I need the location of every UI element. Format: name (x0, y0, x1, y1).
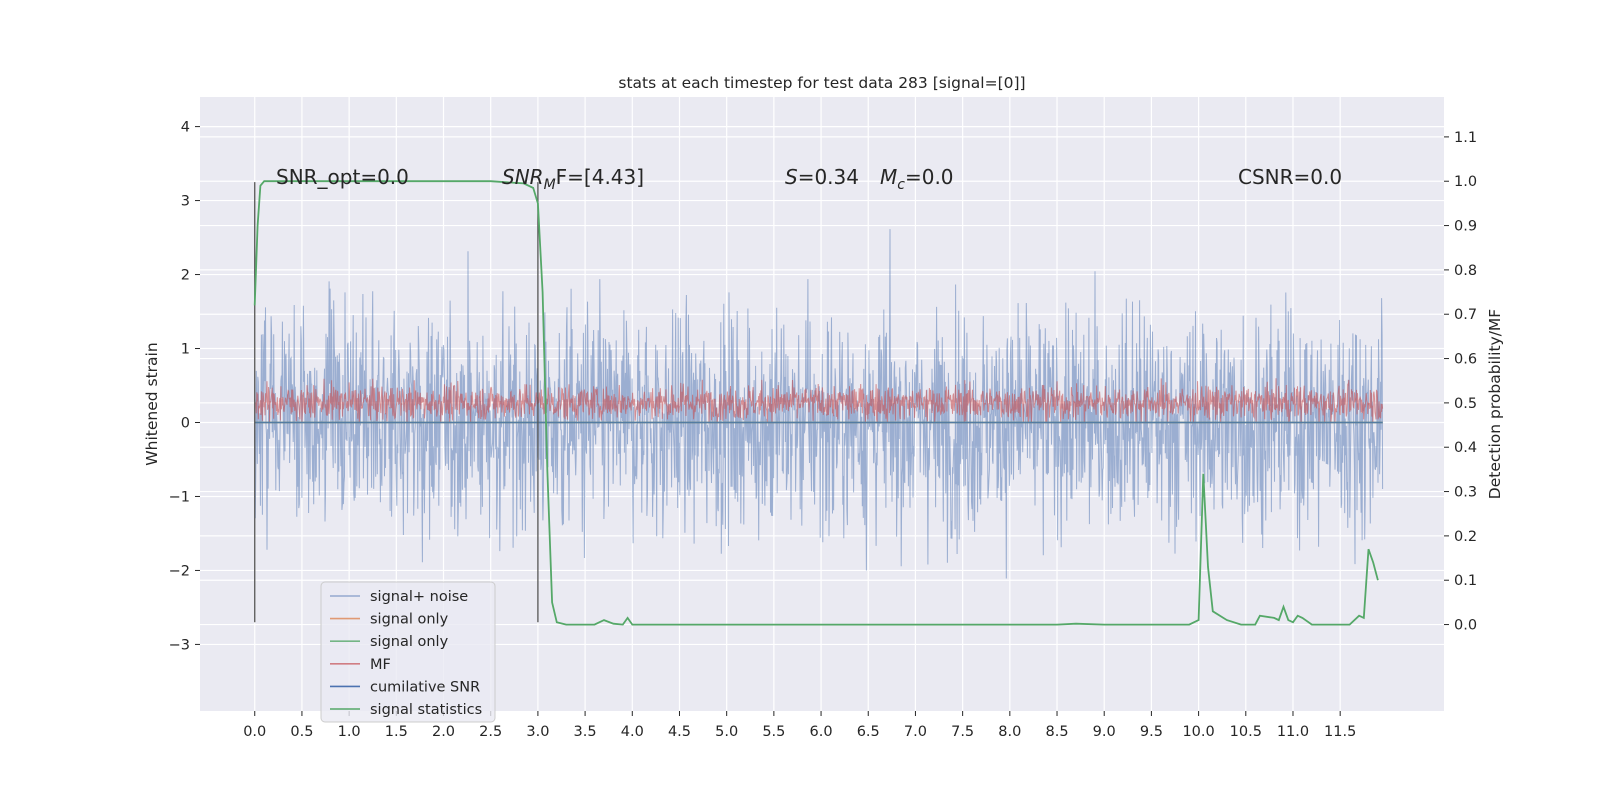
x-tick-label: 2.0 (432, 724, 455, 740)
x-tick-label: 10.5 (1230, 724, 1262, 740)
y2-tick-label: 0.8 (1454, 263, 1477, 279)
series-layer (253, 180, 1384, 626)
y2-tick-label: 1.0 (1454, 174, 1477, 190)
x-tick-label: 10.0 (1182, 724, 1214, 740)
y-tick-label: 0 (181, 415, 190, 431)
y2-tick-label: 0.7 (1454, 307, 1477, 323)
y-axis-label: Whitened strain (143, 342, 161, 465)
legend-label: signal statistics (370, 702, 482, 718)
series-signal-statistics (253, 180, 1379, 626)
x-tick-label: 11.5 (1324, 724, 1356, 740)
y-tick-label: −3 (169, 637, 190, 653)
legend-label: signal only (370, 612, 449, 628)
legend-label: MF (370, 657, 391, 673)
x-tick-label: 11.0 (1277, 724, 1309, 740)
annotations: SNR_opt=0.0 SNRMF=[4.43] S=0.34 Mc=0.0 C… (276, 165, 1342, 193)
s-value: =0.34 (798, 165, 859, 189)
y2-tick-label: 1.1 (1454, 130, 1477, 146)
y2-tick-label: 0.4 (1454, 440, 1477, 456)
x-tick-label: 1.0 (338, 724, 361, 740)
y-tick-label: 1 (181, 342, 190, 358)
annotation-csnr: CSNR=0.0 (1238, 165, 1342, 189)
y-tick-label: 3 (181, 194, 190, 210)
x-tick-label: 8.0 (998, 724, 1021, 740)
x-tick-label: 5.5 (762, 724, 785, 740)
mc-symbol: M (880, 165, 897, 189)
y2-tick-label: 0.0 (1454, 618, 1477, 634)
snr-mf-sub: M (544, 177, 556, 193)
y-tick-label: −1 (169, 489, 190, 505)
y2-tick-label: 0.2 (1454, 529, 1477, 545)
x-tick-label: 8.5 (1045, 724, 1068, 740)
y-tick-label: −2 (169, 563, 190, 579)
x-tick-label: 3.0 (526, 724, 549, 740)
x-tick-label: 6.0 (810, 724, 833, 740)
x-tick-label: 7.0 (904, 724, 927, 740)
series-mf (254, 378, 1384, 424)
x-tick-label: 0.0 (243, 724, 266, 740)
mc-sub: c (897, 177, 905, 193)
y2-axis-label: Detection probability/MF (1486, 309, 1504, 500)
y2-tick-label: 0.1 (1454, 573, 1477, 589)
y2-tick-label: 0.5 (1454, 396, 1477, 412)
y2-tick-label: 0.3 (1454, 485, 1477, 501)
legend-frame (320, 581, 496, 723)
x-tick-label: 4.5 (668, 724, 691, 740)
s-symbol: S (785, 165, 798, 189)
x-tick-label: 1.5 (385, 724, 408, 740)
legend-label: signal only (370, 634, 449, 650)
annotation-snr-opt: SNR_opt=0.0 (276, 165, 409, 189)
annotation-s-stat: S=0.34 (785, 165, 859, 189)
x-tick-label: 6.5 (857, 724, 880, 740)
annotation-snr-mf: SNRMF=[4.43] (502, 165, 644, 193)
x-tick-label: 0.5 (290, 724, 313, 740)
y-tick-label: 2 (181, 268, 190, 284)
snr-mf-suffix: F=[4.43] (556, 165, 644, 189)
x-tick-label: 2.5 (479, 724, 502, 740)
x-tick-label: 7.5 (951, 724, 974, 740)
legend-items: signal+ noise signal only signal only MF cum… (330, 589, 482, 718)
legend: signal+ noise signal only signal only MF cum… (320, 581, 496, 723)
y2-tick-label: 0.9 (1454, 219, 1477, 235)
chart-title: stats at each timestep for test data 283… (618, 74, 1025, 92)
x-tick-label: 9.5 (1140, 724, 1163, 740)
x-tick-label: 5.0 (715, 724, 738, 740)
x-tick-label: 3.5 (574, 724, 597, 740)
y-tick-label: 4 (181, 120, 190, 136)
x-tick-label: 9.0 (1093, 724, 1116, 740)
legend-label: cumilative SNR (370, 679, 480, 695)
axes-layer: 0.0 0.5 1.0 1.5 2.0 2.5 3.0 3.5 4.0 4.5 5.0 5.5 6.0 6… (169, 120, 1477, 740)
x-tick-label: 4.0 (621, 724, 644, 740)
snr-mf-prefix: SNR (502, 165, 544, 189)
y2-tick-label: 0.6 (1454, 352, 1477, 368)
legend-label: signal+ noise (370, 589, 468, 605)
mc-value: =0.0 (905, 165, 954, 189)
annotation-mc: Mc=0.0 (880, 165, 954, 193)
